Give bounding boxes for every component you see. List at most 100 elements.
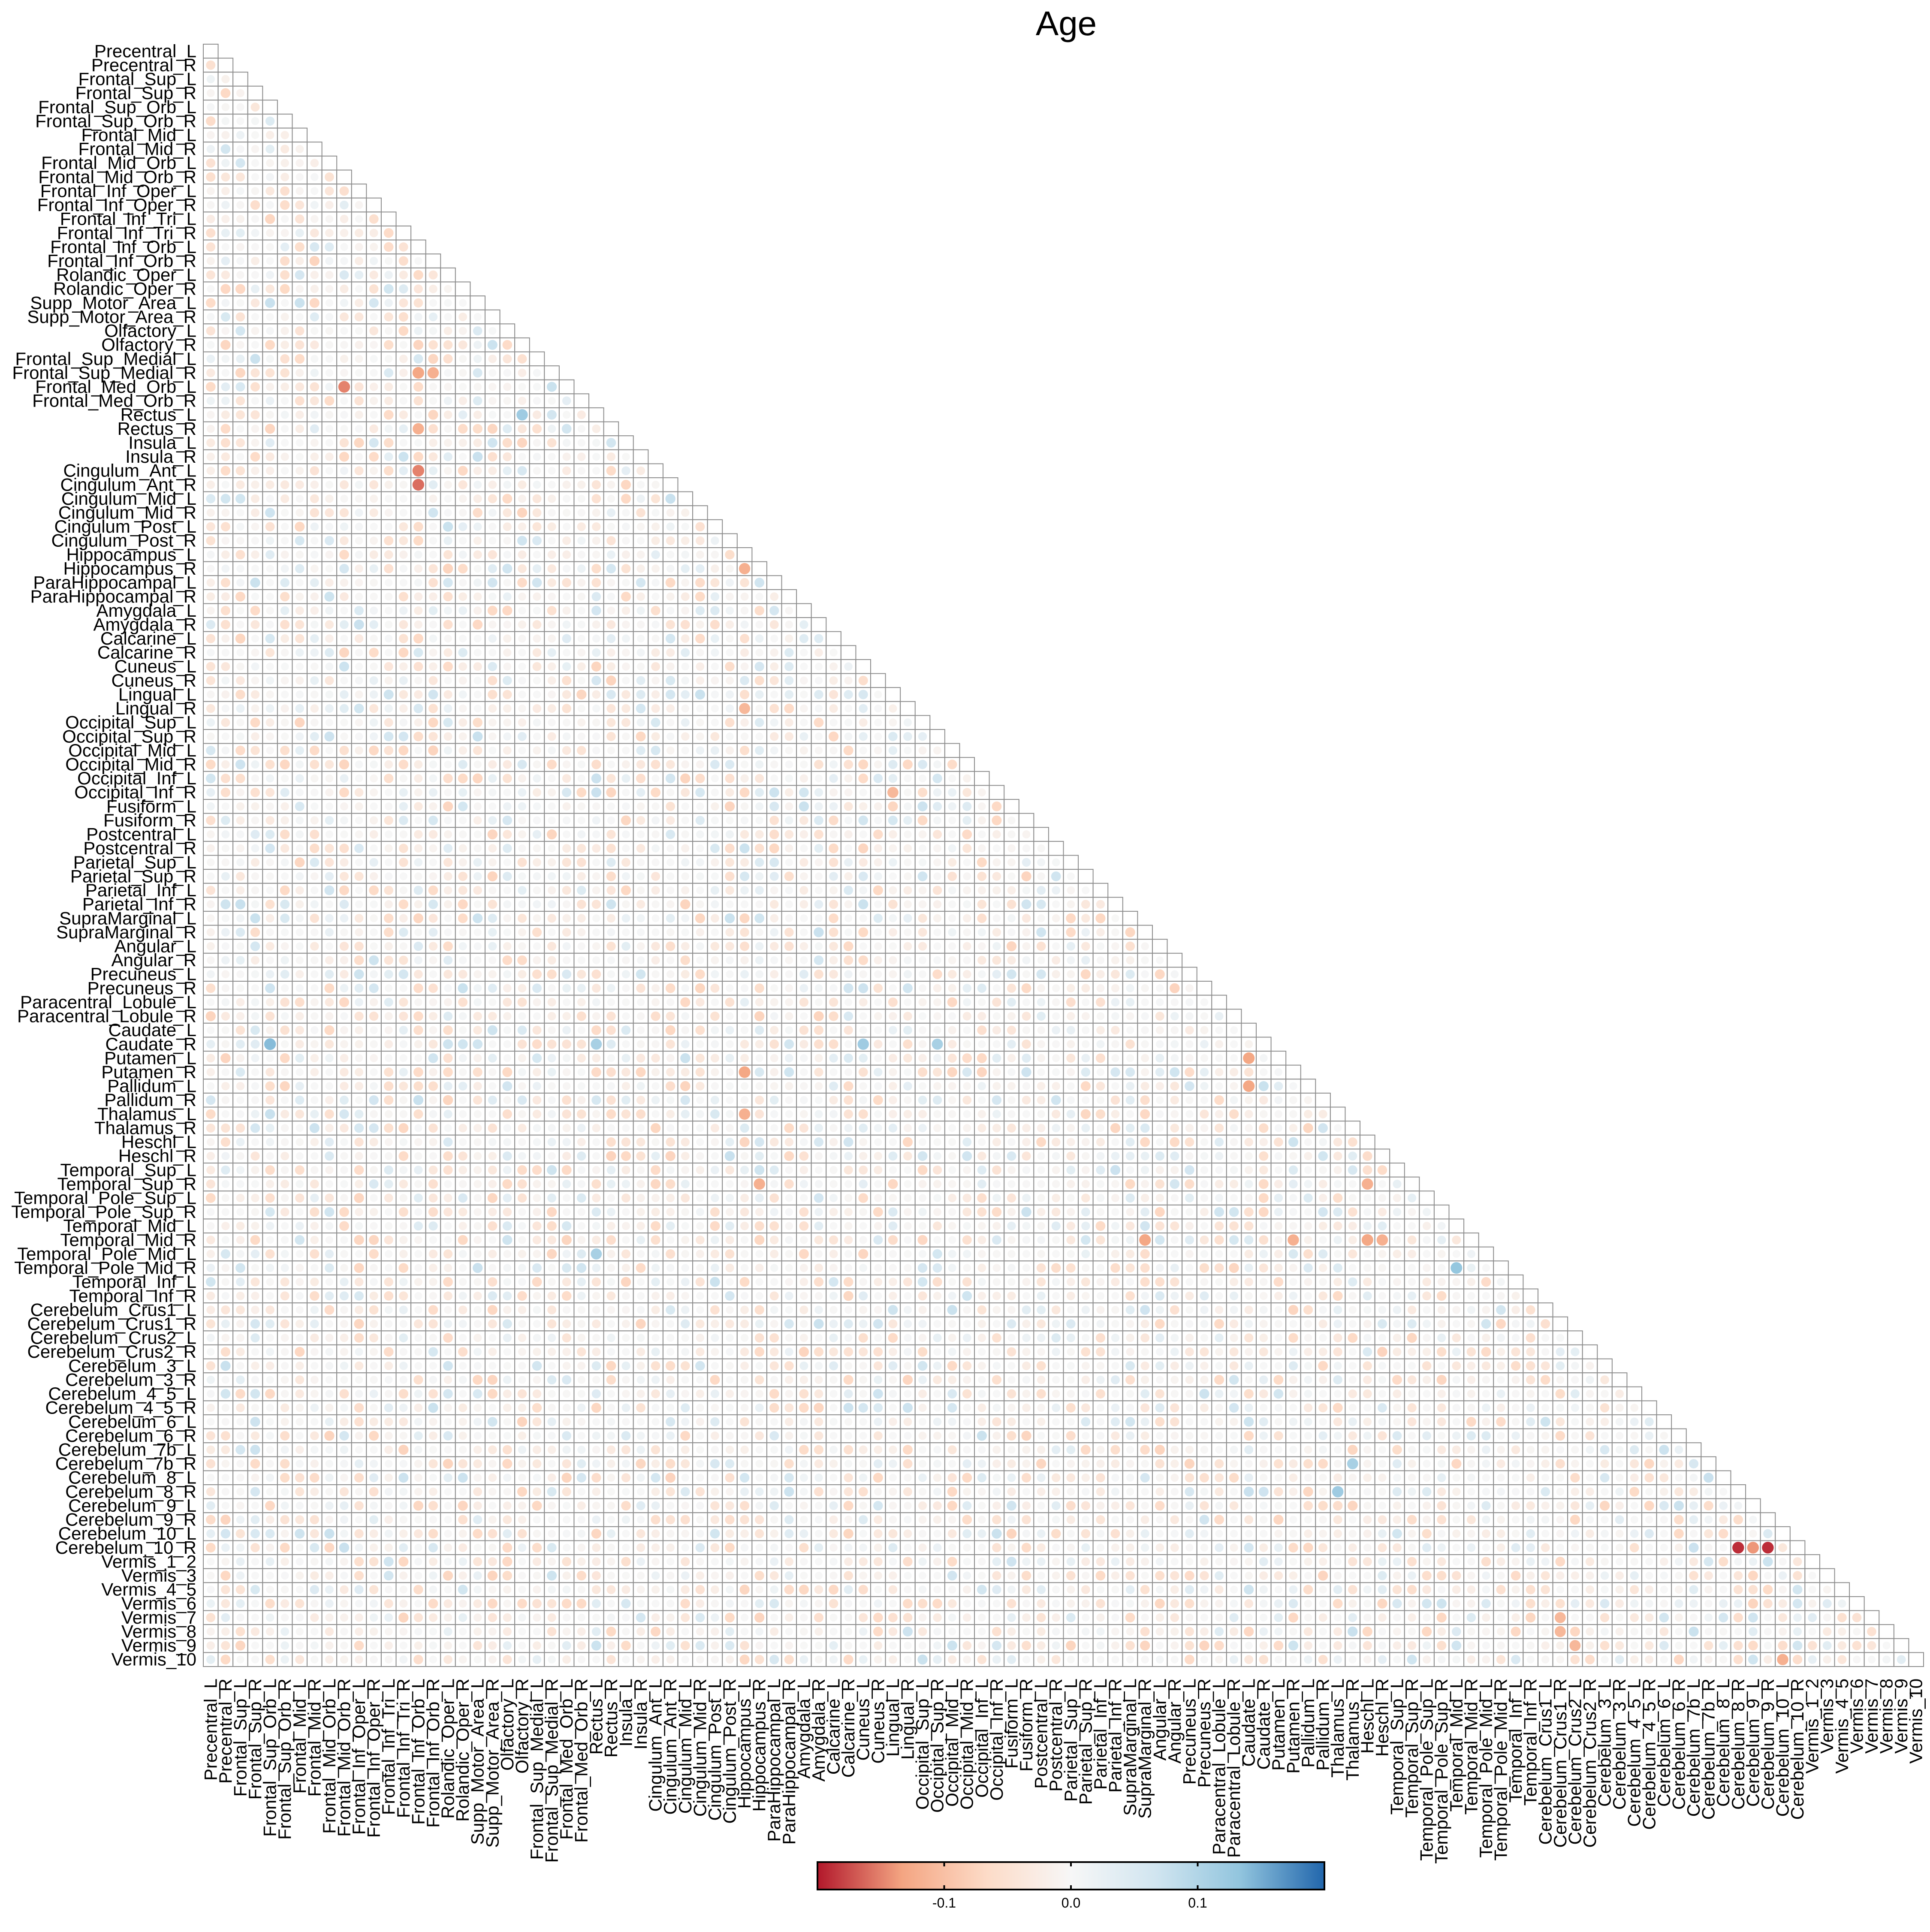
- correlation-dot: [281, 564, 289, 573]
- correlation-dot: [370, 550, 378, 559]
- correlation-dot: [250, 606, 260, 615]
- heatmap-cell: [277, 352, 293, 366]
- correlation-dot: [665, 494, 675, 503]
- heatmap-cell: [530, 408, 545, 422]
- heatmap-cell: [337, 506, 352, 520]
- correlation-dot: [325, 271, 333, 279]
- heatmap-cell: [455, 436, 470, 450]
- heatmap-cell: [381, 506, 396, 520]
- heatmap-cell: [381, 240, 396, 254]
- heatmap-cell: [396, 632, 411, 646]
- correlation-dot: [310, 508, 320, 518]
- correlation-dot: [281, 509, 289, 516]
- correlation-dot: [636, 690, 645, 699]
- heatmap-cell: [352, 576, 367, 590]
- heatmap-cell: [633, 702, 648, 716]
- heatmap-cell: [708, 562, 723, 576]
- correlation-dot: [207, 341, 214, 349]
- heatmap-cell: [277, 268, 293, 282]
- correlation-dot: [682, 705, 690, 713]
- heatmap-cell: [440, 590, 455, 604]
- heatmap-cell: [262, 100, 277, 114]
- correlation-dot: [666, 509, 675, 517]
- heatmap-cell: [589, 422, 604, 436]
- heatmap-cell: [366, 408, 381, 422]
- correlation-dot: [325, 579, 334, 587]
- correlation-dot: [339, 564, 349, 573]
- correlation-dot: [399, 271, 408, 279]
- heatmap-cell: [470, 464, 485, 478]
- heatmap-cell: [381, 296, 396, 310]
- heatmap-cell: [366, 380, 381, 394]
- heatmap-cell: [589, 436, 604, 450]
- correlation-dot: [800, 677, 808, 685]
- heatmap-cell: [708, 618, 723, 632]
- heatmap-cell: [470, 660, 485, 674]
- correlation-dot: [459, 299, 467, 307]
- correlation-dot: [518, 593, 526, 601]
- heatmap-cell: [530, 352, 545, 366]
- correlation-dot: [428, 717, 438, 727]
- correlation-dot: [444, 425, 452, 433]
- heatmap-cell: [470, 618, 485, 632]
- cell-border: [440, 268, 455, 282]
- heatmap-cell: [262, 450, 277, 464]
- correlation-dot: [340, 635, 348, 642]
- correlation-dot: [459, 551, 467, 559]
- heatmap-cell: [455, 590, 470, 604]
- correlation-dot: [251, 467, 259, 475]
- heatmap-cell: [663, 590, 678, 604]
- heatmap-cell: [322, 310, 337, 324]
- heatmap-cell: [307, 310, 322, 324]
- heatmap-cell: [411, 492, 426, 506]
- correlation-dot: [296, 467, 304, 475]
- correlation-dot: [265, 424, 275, 434]
- correlation-dot: [844, 676, 853, 684]
- correlation-dot: [206, 271, 215, 280]
- heatmap-cell: [411, 478, 426, 492]
- heatmap-cell: [396, 660, 411, 674]
- heatmap-cell: [485, 352, 500, 366]
- correlation-dot: [296, 663, 304, 670]
- heatmap-cell: [262, 114, 277, 128]
- heatmap-cell: [203, 58, 218, 72]
- heatmap-cell: [782, 702, 797, 716]
- heatmap-cell: [708, 548, 723, 562]
- heatmap-cell: [277, 520, 293, 534]
- heatmap-cell: [366, 492, 381, 506]
- correlation-dot: [280, 480, 290, 489]
- correlation-dot: [489, 634, 497, 642]
- correlation-dot: [280, 354, 290, 364]
- heatmap-cell: [426, 436, 441, 450]
- heatmap-cell: [767, 674, 782, 688]
- correlation-dot: [236, 480, 244, 489]
- heatmap-cell: [248, 114, 263, 128]
- correlation-dot: [221, 201, 230, 209]
- heatmap-cell: [604, 576, 619, 590]
- correlation-dot: [533, 690, 541, 698]
- correlation-dot: [385, 481, 393, 489]
- correlation-dot: [533, 494, 542, 503]
- correlation-dot: [413, 479, 424, 491]
- correlation-dot: [636, 564, 645, 573]
- correlation-dot: [533, 620, 542, 629]
- heatmap-cell: [426, 268, 441, 282]
- correlation-dot: [800, 705, 808, 713]
- correlation-dot: [266, 704, 274, 713]
- heatmap-cell: [470, 366, 485, 380]
- correlation-dot: [265, 522, 275, 531]
- correlation-dot: [325, 201, 334, 209]
- heatmap-cell: [381, 520, 396, 534]
- correlation-dot: [533, 704, 541, 713]
- correlation-dot: [889, 704, 897, 712]
- correlation-dot: [414, 411, 422, 419]
- heatmap-cell: [352, 338, 367, 352]
- heatmap-cell: [366, 729, 381, 744]
- correlation-dot: [414, 495, 422, 503]
- heatmap-cell: [559, 702, 574, 716]
- heatmap-cell: [722, 548, 737, 562]
- heatmap-cell: [203, 436, 218, 450]
- heatmap-cell: [218, 632, 233, 646]
- correlation-dot: [207, 145, 215, 153]
- correlation-dot: [369, 284, 379, 294]
